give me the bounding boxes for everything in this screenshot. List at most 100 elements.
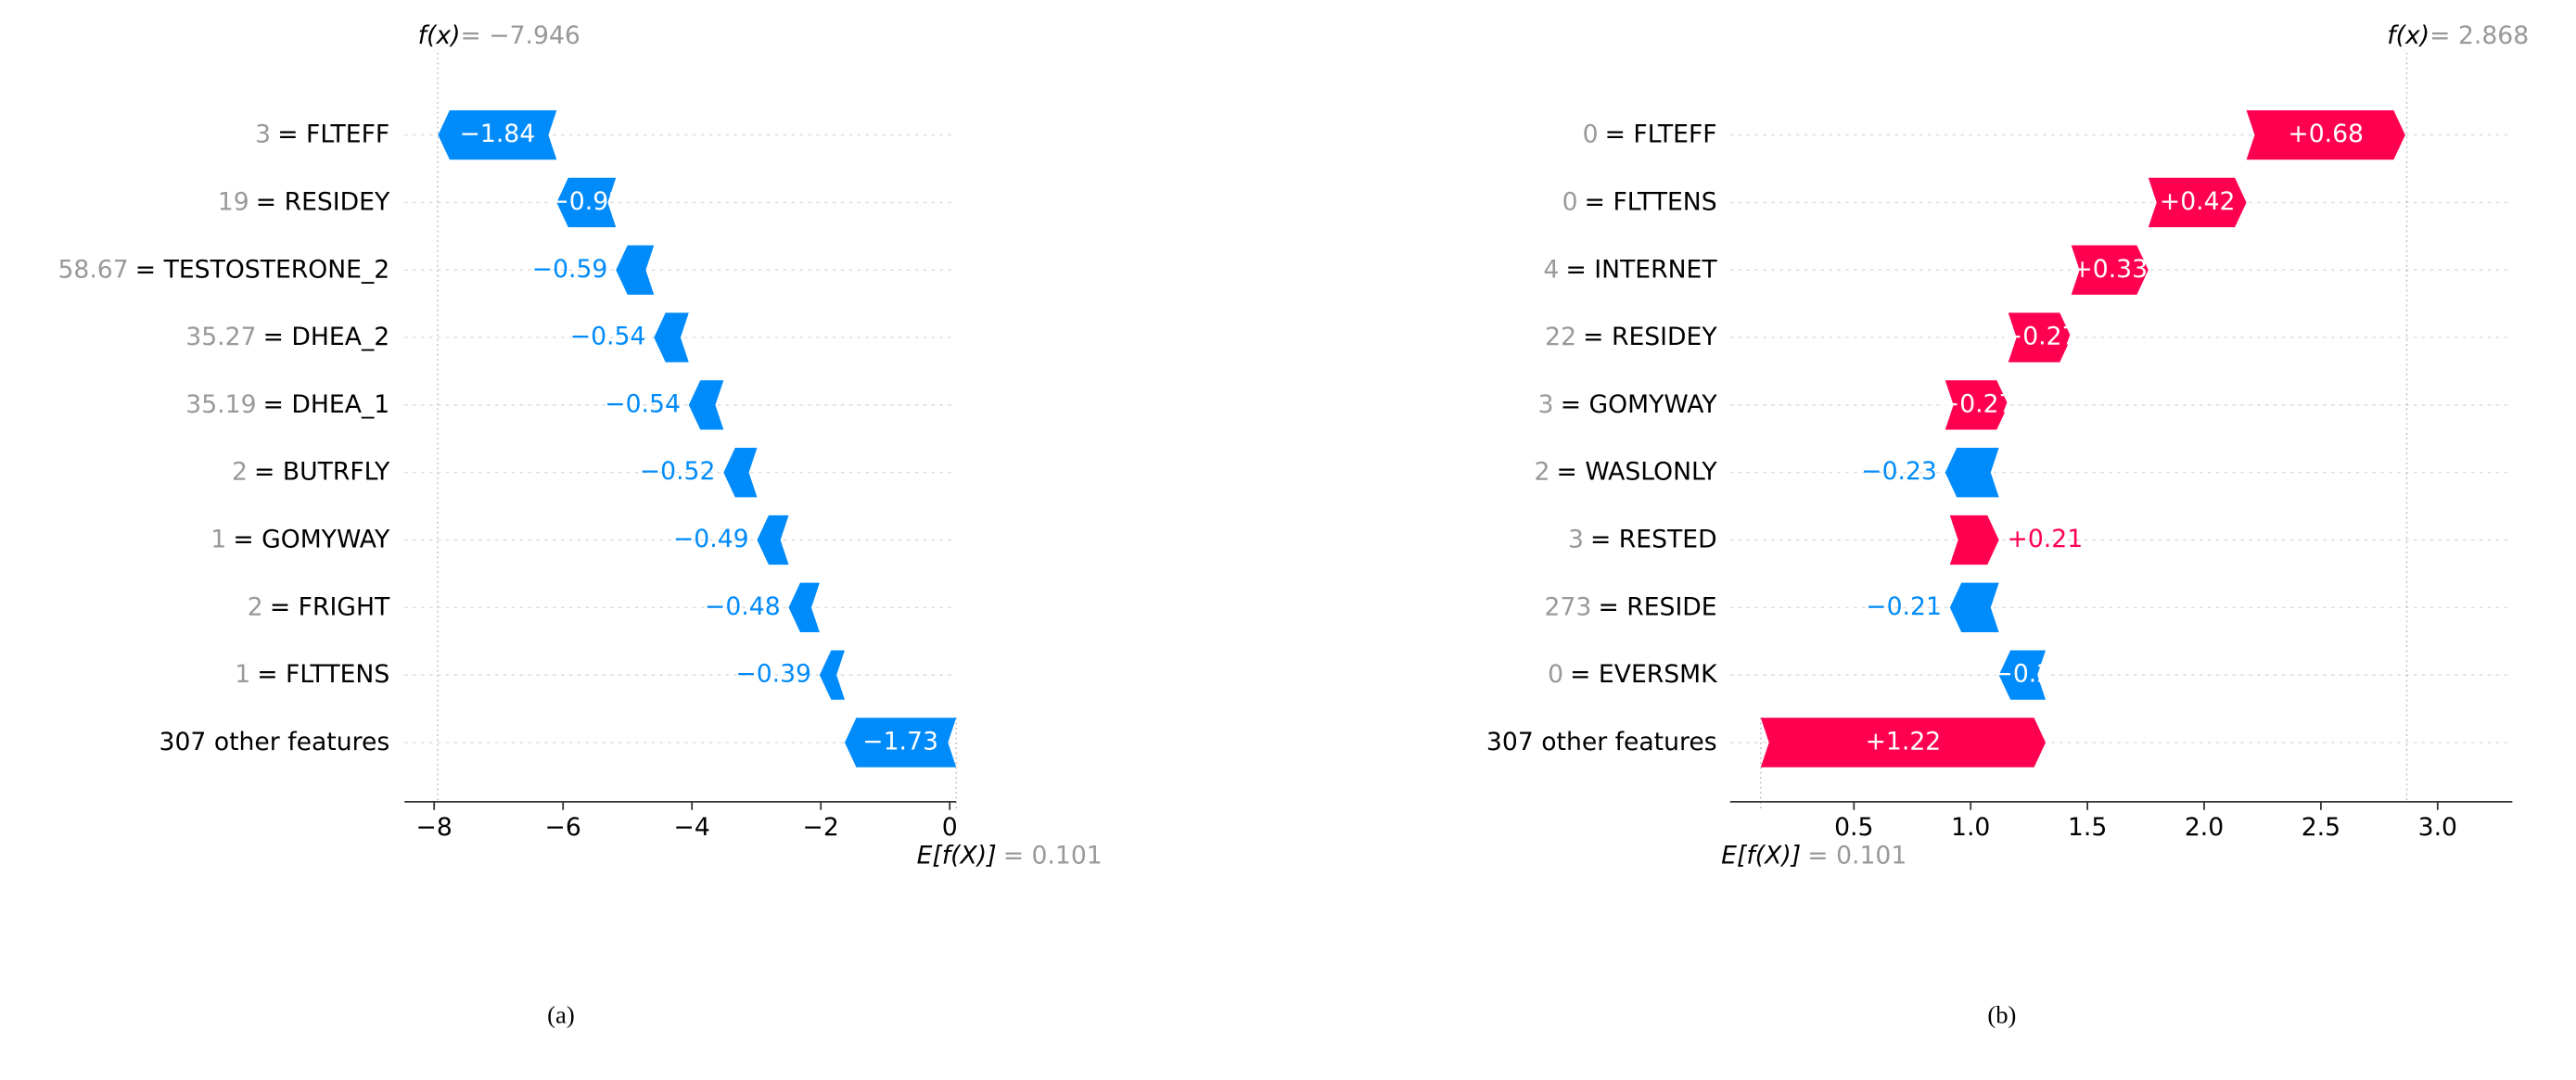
value-label: −0.54 bbox=[605, 389, 681, 418]
feature-value: 2 bbox=[232, 457, 248, 486]
feature-name: 307 other features bbox=[159, 727, 390, 756]
value-label: +0.21 bbox=[2008, 525, 2084, 553]
bar bbox=[616, 245, 655, 295]
feature-label: 1 = FLTTENS bbox=[235, 660, 389, 689]
fx-value: = 2.868 bbox=[2429, 21, 2529, 50]
feature-value: 0 bbox=[1583, 120, 1599, 148]
feature-label: 2 = WASLONLY bbox=[1534, 457, 1717, 486]
feature-label: 273 = RESIDE bbox=[1545, 592, 1717, 621]
feature-label: 0 = EVERSMK bbox=[1548, 660, 1718, 689]
expected-label: E[f(X)] = 0.101 bbox=[917, 841, 1103, 870]
feature-name: = EVERSMK bbox=[1570, 660, 1718, 689]
bar bbox=[438, 109, 557, 160]
feature-value: 0 bbox=[1562, 187, 1578, 216]
feature-name: = GOMYWAY bbox=[1561, 389, 1718, 418]
value-label: +1.22 bbox=[1866, 727, 1942, 756]
feature-name: 307 other features bbox=[1486, 727, 1717, 756]
feature-name: = RESIDEY bbox=[256, 187, 390, 216]
bar bbox=[688, 380, 724, 430]
value-label: +0.27 bbox=[1939, 389, 2015, 418]
feature-label: 35.19 = DHEA_1 bbox=[185, 389, 389, 418]
value-label: −0.59 bbox=[532, 255, 608, 284]
bar bbox=[819, 650, 845, 700]
bar bbox=[1949, 582, 1999, 632]
feature-name: = RESTED bbox=[1590, 525, 1717, 553]
caption: (b) bbox=[1987, 1001, 2016, 1029]
bar bbox=[723, 448, 758, 498]
fx-value: = −7.946 bbox=[461, 21, 580, 50]
feature-name: = INTERNET bbox=[1565, 255, 1717, 284]
feature-label: 0 = FLTTENS bbox=[1562, 187, 1717, 216]
feature-name: = FLTTENS bbox=[257, 660, 389, 689]
x-tick-label: −4 bbox=[674, 813, 710, 842]
x-tick-label: 1.0 bbox=[1951, 813, 1990, 842]
x-tick-label: −8 bbox=[416, 813, 453, 842]
bar bbox=[1998, 650, 2047, 700]
fx-label: f(x)= 2.868 bbox=[2387, 21, 2529, 50]
feature-name: = FRIGHT bbox=[270, 592, 390, 621]
bar bbox=[844, 718, 957, 768]
value-label: −1.73 bbox=[862, 727, 938, 756]
feature-value: 1 bbox=[235, 660, 250, 689]
bar bbox=[556, 177, 617, 228]
value-label: −0.92 bbox=[548, 187, 624, 216]
x-tick-label: 2.0 bbox=[2185, 813, 2224, 842]
value-label: +0.68 bbox=[2288, 120, 2364, 148]
feature-label: 3 = FLTEFF bbox=[255, 120, 389, 148]
bar bbox=[788, 582, 820, 632]
bar bbox=[2148, 177, 2247, 228]
feature-label: 2 = BUTRFLY bbox=[232, 457, 390, 486]
feature-label: 3 = RESTED bbox=[1568, 525, 1717, 553]
x-tick-label: 2.5 bbox=[2302, 813, 2340, 842]
value-label: −1.84 bbox=[460, 120, 536, 148]
fx-label: f(x)= −7.946 bbox=[418, 21, 580, 50]
caption: (a) bbox=[547, 1001, 575, 1029]
bar bbox=[2071, 245, 2149, 295]
x-tick-label: 3.0 bbox=[2418, 813, 2457, 842]
feature-name: = RESIDE bbox=[1598, 592, 1716, 621]
feature-value: 3 bbox=[1538, 389, 1554, 418]
expected-label: E[f(X)] = 0.101 bbox=[1721, 841, 1906, 870]
feature-name: = DHEA_1 bbox=[263, 389, 390, 418]
feature-label: 19 = RESIDEY bbox=[218, 187, 390, 216]
feature-label: 58.67 = TESTOSTERONE_2 bbox=[57, 255, 389, 284]
feature-label: 22 = RESIDEY bbox=[1545, 323, 1717, 351]
feature-label: 4 = INTERNET bbox=[1543, 255, 1717, 284]
feature-name: = DHEA_2 bbox=[263, 323, 390, 351]
fx-text: f(x) bbox=[418, 21, 461, 50]
feature-value: 35.27 bbox=[185, 323, 256, 351]
value-label: +0.33 bbox=[2072, 255, 2148, 284]
expected-text: E[f(X)] bbox=[917, 841, 997, 870]
feature-name: = FLTTENS bbox=[1585, 187, 1717, 216]
feature-name: = FLTEFF bbox=[1605, 120, 1717, 148]
feature-value: 58.67 bbox=[57, 255, 128, 284]
value-label: −0.54 bbox=[570, 323, 646, 351]
feature-value: 3 bbox=[1568, 525, 1584, 553]
fx-text: f(x) bbox=[2387, 21, 2429, 50]
feature-value: 22 bbox=[1545, 323, 1576, 351]
feature-value: 273 bbox=[1545, 592, 1592, 621]
x-tick-label: −6 bbox=[545, 813, 581, 842]
feature-name: = GOMYWAY bbox=[233, 525, 390, 553]
feature-name: = WASLONLY bbox=[1557, 457, 1718, 486]
feature-name: = TESTOSTERONE_2 bbox=[135, 255, 389, 284]
bar bbox=[1949, 515, 1999, 565]
feature-label: 2 = FRIGHT bbox=[248, 592, 390, 621]
feature-label: 0 = FLTEFF bbox=[1583, 120, 1717, 148]
bar bbox=[1760, 718, 2047, 768]
x-tick-label: −2 bbox=[803, 813, 839, 842]
bar bbox=[654, 312, 689, 362]
feature-label: 307 other features bbox=[1486, 727, 1717, 756]
x-tick-label: 0 bbox=[942, 813, 958, 842]
feature-name: = RESIDEY bbox=[1583, 323, 1717, 351]
expected-value: = 0.101 bbox=[1003, 841, 1103, 870]
feature-name: = BUTRFLY bbox=[254, 457, 390, 486]
bar bbox=[1945, 380, 2009, 430]
feature-value: 4 bbox=[1543, 255, 1559, 284]
feature-value: 3 bbox=[255, 120, 271, 148]
value-label: −0.52 bbox=[640, 457, 716, 486]
bar bbox=[2008, 312, 2072, 362]
value-label: −0.48 bbox=[705, 592, 781, 621]
feature-value: 19 bbox=[218, 187, 249, 216]
